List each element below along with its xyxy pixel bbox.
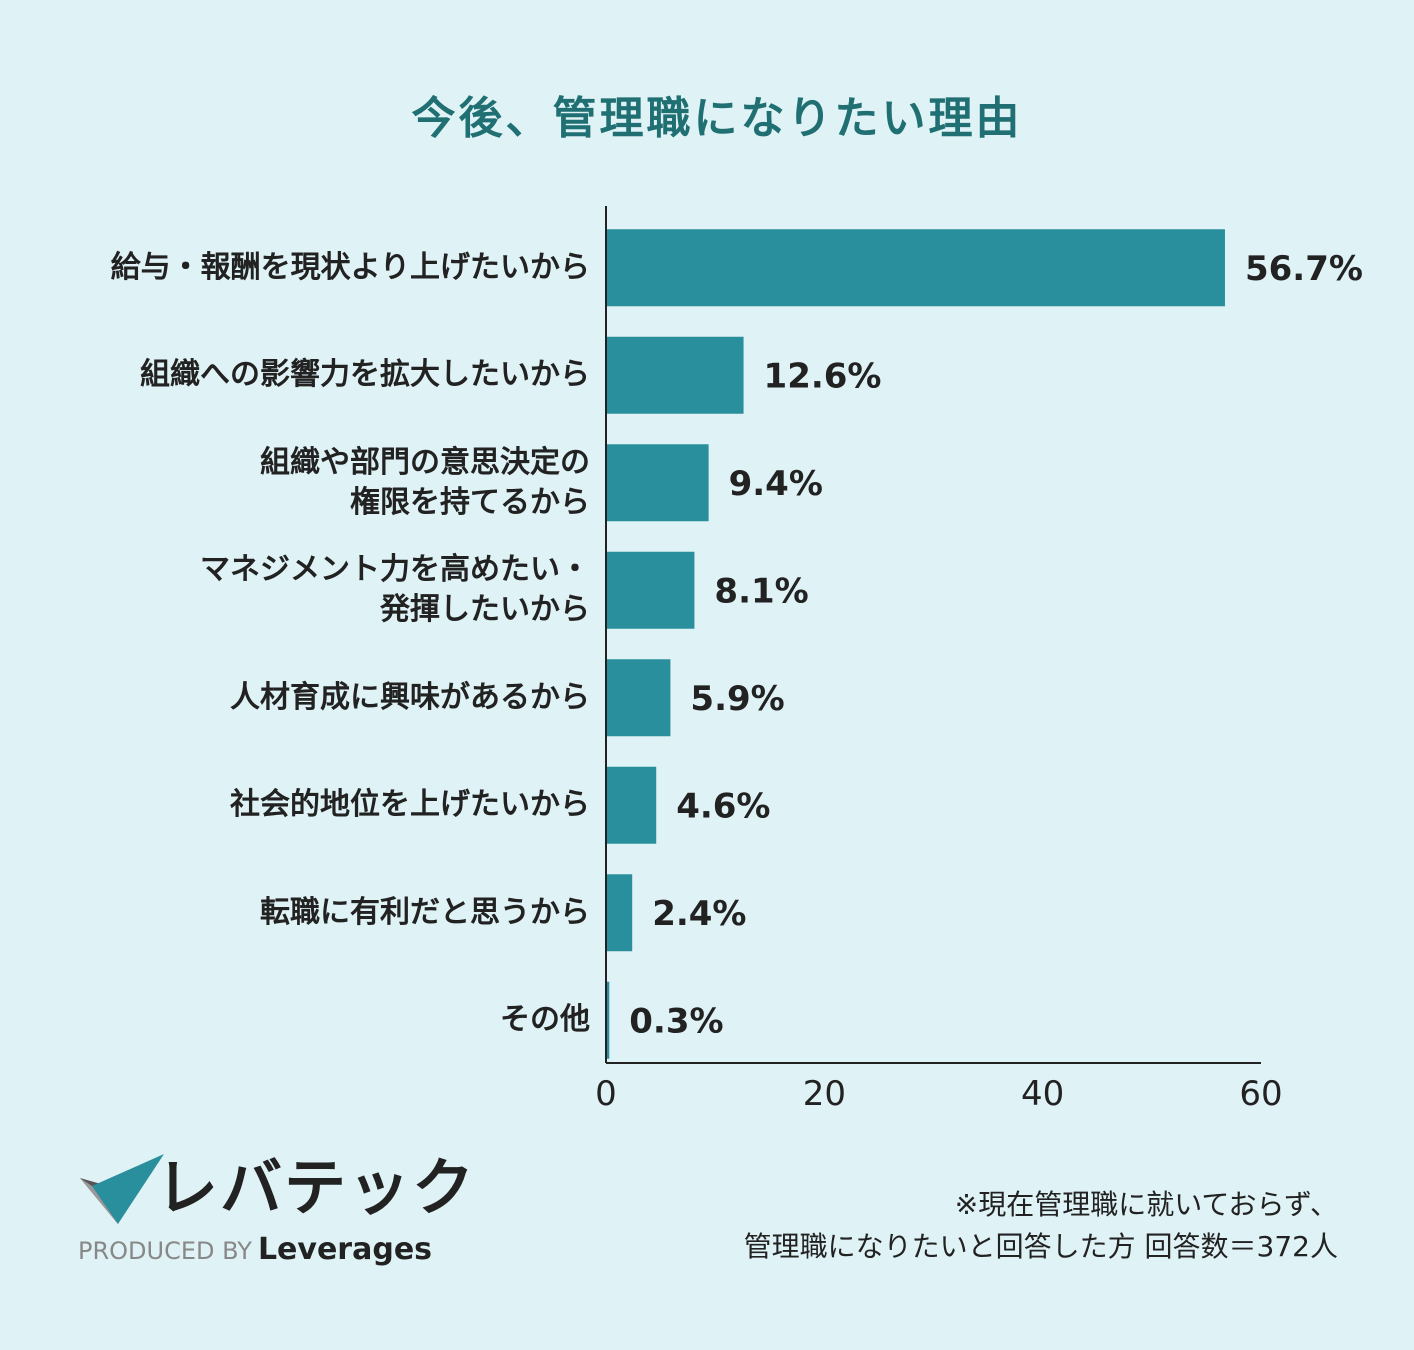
category-label-1: 組織への影響力を拡大したいから (140, 357, 590, 393)
bar-5 (606, 766, 657, 844)
value-label-6: 2.4% (652, 894, 746, 934)
bar-7 (606, 981, 610, 1059)
bar-4 (606, 659, 671, 737)
produced-by-text: PRODUCED BY (78, 1237, 252, 1265)
value-label-2: 9.4% (729, 464, 823, 504)
bar-2 (606, 444, 709, 522)
category-label-2: 組織や部門の意思決定の 権限を持てるから (260, 444, 590, 520)
x-tick-label-2: 40 (1021, 1074, 1064, 1114)
value-label-5: 4.6% (676, 786, 770, 826)
x-tick-label-0: 0 (595, 1074, 617, 1114)
produced-by: PRODUCED BY Leverages (78, 1232, 432, 1269)
leverages-logo-icon (80, 1154, 164, 1224)
value-label-4: 5.9% (690, 679, 784, 719)
category-label-4: 人材育成に興味があるから (230, 679, 590, 715)
value-label-1: 12.6% (764, 356, 882, 396)
x-tick-label-1: 20 (803, 1074, 846, 1114)
bar-0 (606, 229, 1225, 307)
brand-name: レバテック (156, 1151, 477, 1224)
category-label-7: その他 (500, 1002, 590, 1038)
bar-6 (606, 874, 633, 952)
bar-1 (606, 336, 744, 414)
bar-chart: 56.7% 12.6% 9.4% 8.1% 5.9% 4.6% 2.4% 0.3% 0 20 40 6… (595, 206, 1363, 1114)
chart-title: 今後、管理職になりたい理由 (411, 93, 1023, 144)
x-tick-label-3: 60 (1239, 1074, 1282, 1114)
company-name: Leverages (257, 1232, 433, 1267)
survey-note: ※現在管理職に就いておらず、 管理職になりたいと回答した方 回答数＝372人 (578, 1184, 1338, 1268)
value-label-0: 56.7% (1245, 249, 1363, 289)
bar-3 (606, 551, 695, 629)
note-line-1: ※現在管理職に就いておらず、 (954, 1188, 1338, 1221)
note-line-2: 管理職になりたいと回答した方 回答数＝372人 (743, 1230, 1338, 1263)
value-label-7: 0.3% (629, 1001, 723, 1041)
value-label-3: 8.1% (714, 571, 808, 611)
category-label-5: 社会的地位を上げたいから (230, 787, 590, 823)
category-label-0: 給与・報酬を現状より上げたいから (110, 249, 590, 285)
category-label-6: 転職に有利だと思うから (260, 894, 590, 930)
category-label-3: マネジメント力を高めたい・ 発揮したいから (200, 552, 590, 628)
